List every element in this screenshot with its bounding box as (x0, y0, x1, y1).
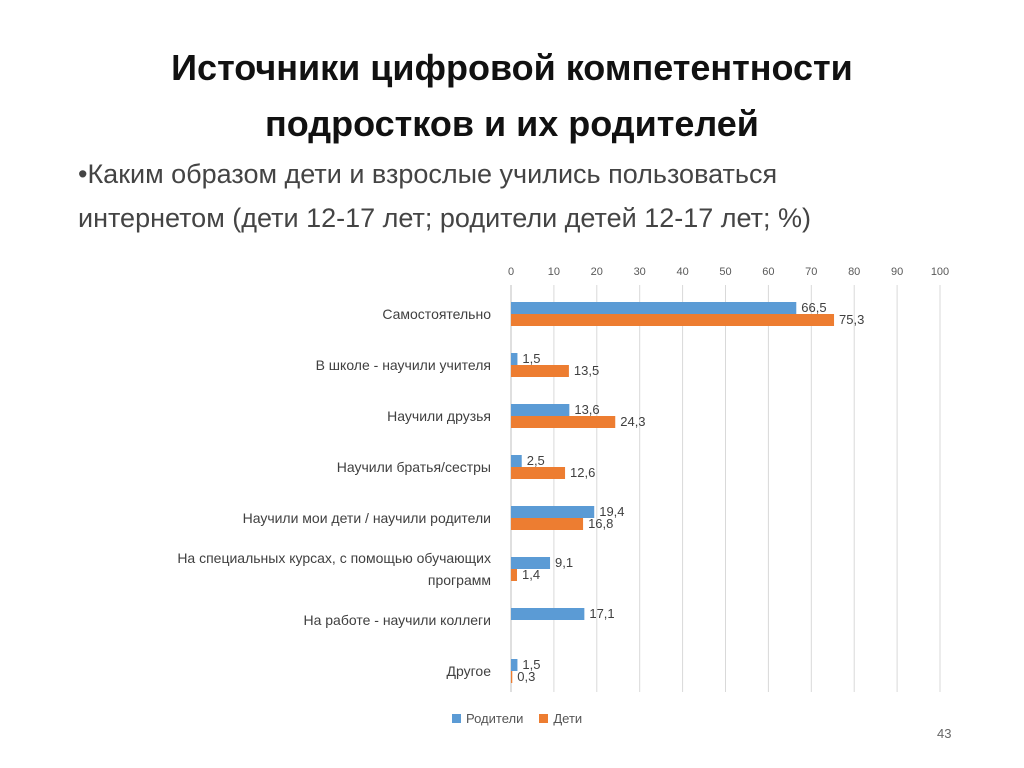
legend-swatch-children (539, 714, 549, 723)
bar-children (511, 314, 835, 326)
data-label-children: 24,3 (620, 414, 645, 429)
legend-swatch-parents (452, 714, 461, 723)
bar-children (511, 365, 569, 377)
bar-parents (511, 557, 551, 569)
data-label-parents: 19,4 (599, 504, 624, 519)
category-label: Научили друзья (387, 408, 491, 424)
bar-parents (511, 404, 570, 416)
slide-title-line-2: подростков и их родителей (265, 103, 759, 144)
page-number: 43 (937, 726, 952, 741)
category-label: программ (428, 572, 491, 588)
bar-parents (511, 659, 518, 671)
bar-parents (511, 302, 797, 314)
x-tick-label: 30 (634, 266, 646, 278)
data-label-parents: 9,1 (555, 555, 573, 570)
x-tick-label: 90 (891, 266, 903, 278)
chart-legend: Родители Дети (452, 711, 598, 726)
x-tick-label: 80 (848, 266, 860, 278)
data-label-parents: 17,1 (589, 606, 614, 621)
bar-children (511, 671, 513, 683)
bullet-line-2: интернетом (дети 12-17 лет; родители дет… (78, 203, 812, 233)
category-label: Другое (447, 663, 492, 679)
bar-children (511, 569, 518, 581)
legend-item-parents: Родители (452, 711, 523, 726)
category-label: На специальных курсах, с помощью обучающ… (177, 550, 491, 566)
data-label-children: 0,3 (517, 669, 535, 684)
x-tick-label: 0 (508, 266, 514, 278)
data-label-children: 13,5 (574, 363, 599, 378)
bullet-line-1: •Каким образом дети и взрослые учились п… (78, 159, 778, 189)
bar-children (511, 518, 584, 530)
data-label-parents: 1,5 (522, 351, 540, 366)
legend-label-parents: Родители (466, 711, 524, 726)
x-tick-label: 50 (719, 266, 731, 278)
data-label-parents: 66,5 (801, 300, 826, 315)
bar-parents (511, 608, 585, 620)
category-label: Научили братья/сестры (337, 459, 491, 475)
x-tick-label: 70 (805, 266, 817, 278)
bar-children (511, 416, 616, 428)
x-tick-label: 100 (931, 266, 949, 278)
category-label: На работе - научили коллеги (303, 612, 491, 628)
legend-label-children: Дети (553, 711, 583, 726)
data-label-parents: 2,5 (527, 453, 545, 468)
category-label: Самостоятельно (382, 306, 491, 322)
x-tick-label: 20 (591, 266, 603, 278)
slide-title: Источники цифровой компетентности подрос… (0, 40, 1024, 152)
data-label-parents: 13,6 (574, 402, 599, 417)
slide-title-line-1: Источники цифровой компетентности (171, 47, 853, 88)
bar-children (511, 467, 566, 479)
bar-parents (511, 455, 522, 467)
bar-parents (511, 506, 595, 518)
category-label: Научили мои дети / научили родители (243, 510, 491, 526)
data-label-children: 16,8 (588, 516, 613, 531)
bar-parents (511, 353, 518, 365)
data-label-children: 1,4 (522, 567, 540, 582)
category-label: В школе - научили учителя (316, 357, 491, 373)
x-tick-label: 10 (548, 266, 560, 278)
data-label-parents: 1,5 (522, 657, 540, 672)
x-tick-label: 60 (762, 266, 774, 278)
data-label-children: 12,6 (570, 465, 595, 480)
data-label-children: 75,3 (839, 312, 864, 327)
x-tick-label: 40 (676, 266, 688, 278)
slide-bullet: •Каким образом дети и взрослые учились п… (78, 152, 978, 240)
legend-item-children: Дети (539, 711, 582, 726)
